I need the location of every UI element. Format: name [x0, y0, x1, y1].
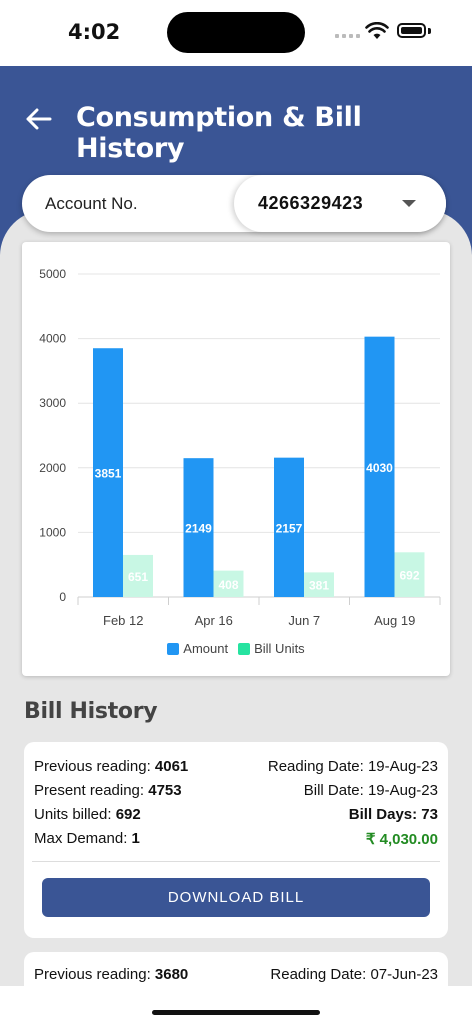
legend-label-bill-units: Bill Units	[254, 641, 305, 656]
back-button[interactable]	[24, 106, 54, 132]
bar-amount	[183, 458, 214, 597]
y-tick-label: 5000	[39, 267, 66, 281]
data-label-amount: 3851	[95, 467, 122, 481]
page-title: Consumption & Bill History	[76, 102, 362, 164]
battery-icon	[397, 23, 426, 38]
bar-bill-units	[213, 570, 244, 597]
max-demand: Max Demand: 1	[34, 830, 140, 847]
previous-reading: Previous reading: 3680	[34, 966, 189, 983]
account-selector: Account No. 4266329423	[22, 175, 446, 232]
data-label-bill-units: 692	[399, 569, 419, 583]
account-dropdown[interactable]: 4266329423	[234, 175, 446, 232]
status-bar: 4:02	[0, 0, 472, 66]
bar-amount	[364, 336, 395, 597]
bill-row: Previous reading: 4061 Reading Date: 19-…	[34, 758, 438, 775]
y-tick-label: 0	[59, 590, 66, 604]
home-indicator[interactable]	[152, 1010, 320, 1015]
bill-row: Units billed: 692 Bill Days: 73	[34, 806, 438, 823]
dynamic-island	[167, 12, 305, 53]
wifi-icon	[365, 22, 389, 39]
account-label: Account No.	[45, 194, 138, 213]
y-tick-label: 1000	[39, 525, 66, 539]
status-time: 4:02	[68, 20, 121, 44]
legend-swatch-bill-units	[238, 642, 251, 655]
legend-swatch-amount	[167, 642, 180, 655]
consumption-chart: 0 1000 2000 3000 4000 5000 3851 651 Feb 12 2149 40…	[22, 242, 450, 676]
back-arrow-icon	[26, 108, 52, 130]
battery-cap	[428, 28, 431, 34]
present-reading: Present reading: 4753	[34, 782, 182, 799]
bar-amount	[93, 348, 123, 597]
y-tick-label: 2000	[39, 461, 66, 475]
data-label-bill-units: 651	[128, 570, 148, 584]
bill-card: Previous reading: 4061 Reading Date: 19-…	[24, 742, 448, 938]
home-bar	[0, 986, 472, 1024]
data-label-bill-units: 408	[218, 578, 238, 592]
cellular-signal-icon	[335, 34, 360, 38]
bill-history-title: Bill History	[24, 699, 158, 724]
units-billed: Units billed: 692	[34, 806, 141, 823]
divider	[32, 861, 440, 862]
x-tick-label: Aug 19	[374, 613, 415, 628]
download-bill-button[interactable]: DOWNLOAD BILL	[42, 878, 430, 917]
reading-date: Reading Date: 19-Aug-23	[267, 758, 438, 775]
bar-bill-units	[123, 554, 153, 597]
legend-label-amount: Amount	[183, 641, 229, 656]
data-label-amount: 4030	[366, 461, 393, 475]
x-tick-label: Jun 7	[288, 613, 320, 628]
y-tick-label: 3000	[39, 396, 66, 410]
reading-date: Reading Date: 07-Jun-23	[270, 966, 438, 983]
caret-down-icon	[402, 200, 416, 207]
bill-row: Previous reading: 3680 Reading Date: 07-…	[34, 966, 438, 983]
y-tick-label: 4000	[39, 332, 66, 346]
bar-chart: 0 1000 2000 3000 4000 5000 3851 651 Feb 12 2149 40…	[39, 267, 441, 628]
legend-item-amount[interactable]: Amount	[167, 641, 228, 656]
x-tick-label: Apr 16	[195, 613, 233, 628]
bill-amount: ₹ 4,030.00	[365, 831, 438, 848]
data-label-bill-units: 381	[309, 579, 329, 593]
previous-reading: Previous reading: 4061	[34, 758, 189, 775]
legend-item-bill-units[interactable]: Bill Units	[238, 641, 305, 656]
bill-row: Max Demand: 1 ₹ 4,030.00	[34, 830, 438, 848]
data-label-amount: 2157	[276, 521, 303, 535]
bill-date: Bill Date: 19-Aug-23	[303, 782, 438, 799]
bar-amount	[274, 457, 304, 597]
bar-bill-units	[394, 552, 425, 597]
bill-row: Present reading: 4753 Bill Date: 19-Aug-…	[34, 782, 438, 799]
chart-legend: Amount Bill Units	[22, 641, 450, 656]
bill-days: Bill Days: 73	[348, 806, 438, 823]
data-label-amount: 2149	[185, 522, 212, 536]
account-number: 4266329423	[258, 193, 364, 213]
bar-bill-units	[304, 572, 334, 597]
x-tick-label: Feb 12	[103, 613, 143, 628]
